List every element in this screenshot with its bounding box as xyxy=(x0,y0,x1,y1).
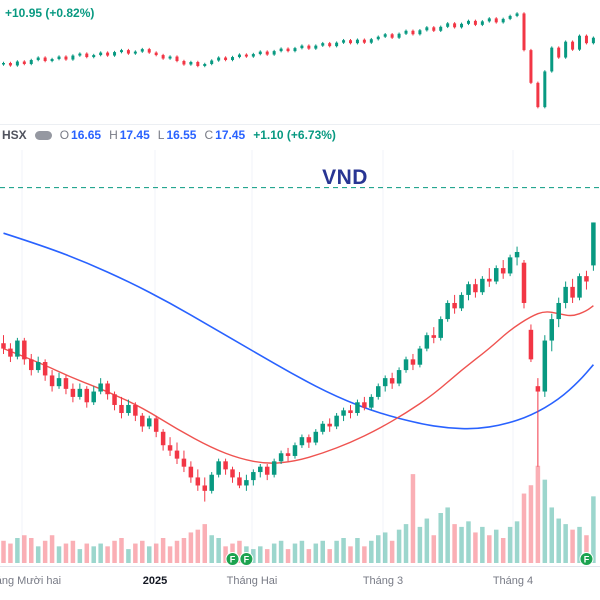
event-flag[interactable]: F xyxy=(239,552,254,566)
time-axis-label: Tháng 3 xyxy=(362,575,404,587)
time-axis-label: Tháng 4 xyxy=(492,575,534,587)
svg-text:F: F xyxy=(584,555,590,565)
svg-text:F: F xyxy=(244,555,250,565)
pane-separator[interactable] xyxy=(0,124,600,125)
high-value: H 17.45 xyxy=(109,128,150,142)
index-candles xyxy=(2,12,595,109)
visibility-toggle-icon[interactable] xyxy=(34,130,52,140)
candlestick-series xyxy=(1,222,596,502)
volume-bars xyxy=(1,465,596,563)
time-axis-label: Tháng Mười hai xyxy=(0,575,62,587)
index-pane-chart[interactable] xyxy=(0,0,600,124)
symbol-legend: HSX O 16.65 H 17.45 L 16.55 C 17.45 +1.1… xyxy=(2,128,336,142)
time-axis-label: Tháng Hai xyxy=(226,575,278,587)
exchange-label: HSX xyxy=(2,128,27,142)
time-axis-label: 2025 xyxy=(142,575,168,587)
ma-fast-line xyxy=(3,305,594,464)
svg-text:F: F xyxy=(230,555,236,565)
event-flag[interactable]: F xyxy=(579,552,594,566)
close-value: C 17.45 xyxy=(204,128,246,142)
index-change-text: +10.95 (+0.82%) xyxy=(5,6,95,20)
symbol-watermark: VND xyxy=(322,166,368,189)
gridlines xyxy=(21,150,514,563)
change-text: +1.10 (+6.73%) xyxy=(253,128,336,142)
open-value: O 16.65 xyxy=(59,128,102,142)
event-flag[interactable]: F xyxy=(225,552,240,566)
time-axis[interactable]: Tháng Mười hai 2025 Tháng Hai Tháng 3 Tháng … xyxy=(0,566,600,600)
low-value: L 16.55 xyxy=(157,128,197,142)
